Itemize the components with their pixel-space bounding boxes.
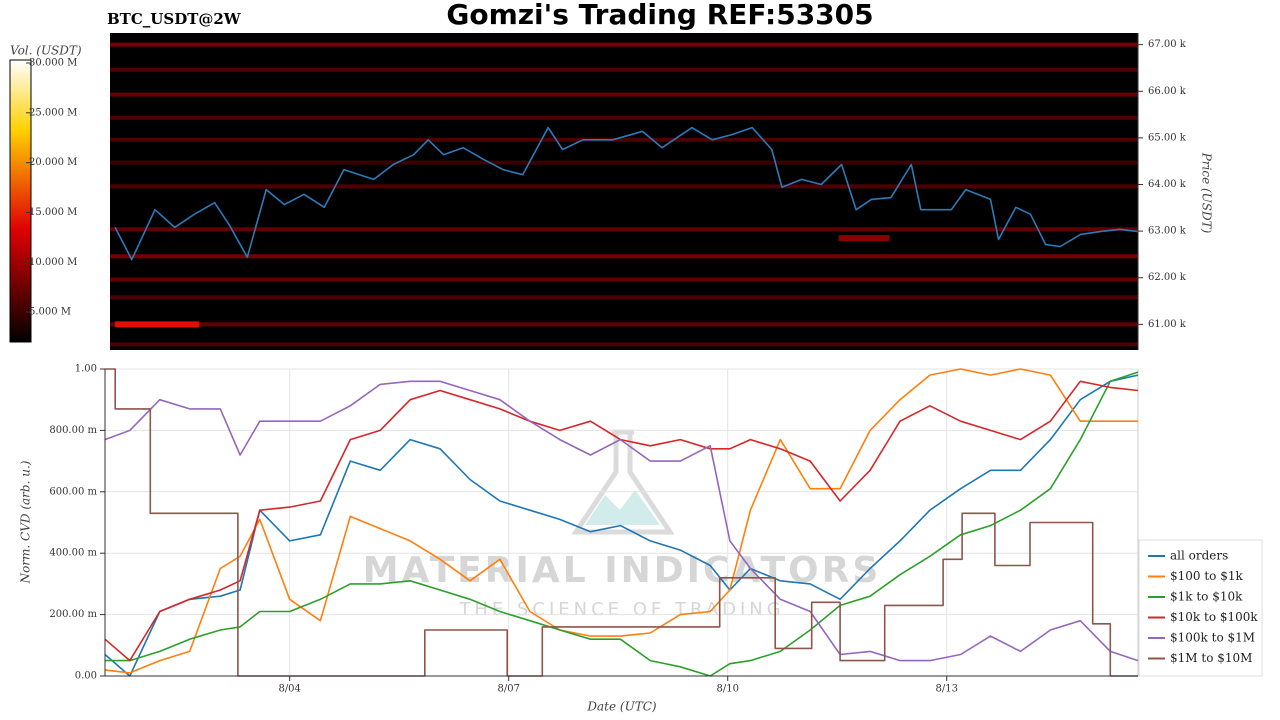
x-tick-label: 8/13 [935,684,957,695]
y-tick-label: 61.00 k [1148,319,1187,330]
y-tick-label: 65.00 k [1148,132,1187,143]
colorbar [9,59,32,343]
cvd-lines [104,368,1139,677]
liquidity-band [110,277,1138,282]
cvd-line [104,368,1138,674]
price-axis-label: Price (USDT) [1200,152,1214,234]
liquidity-band [110,160,1138,165]
heatmap-bg [110,33,1138,350]
y-tick-label: 63.00 k [1148,226,1187,237]
y-tick-label: 200.00 m [49,609,97,620]
liquidity-band [110,254,1138,259]
y-tick-label: 400.00 m [49,548,97,559]
legend-label: $1k to $10k [1170,590,1243,604]
colorbar-tick-label: 15.000 M [29,207,77,218]
colorbar-tick-label: 10.000 M [29,257,77,268]
cvd-line [105,368,1138,677]
y-tick-label: 66.00 k [1148,86,1187,97]
legend-label: $100 to $1k [1170,569,1243,583]
y-tick-label: 62.00 k [1148,272,1187,283]
colorbar-tick-label: 30.000 M [29,57,77,68]
cvd-axis-label: Norm. CVD (arb. u.) [19,460,33,584]
liquidity-wall [838,235,890,242]
cvd-line [105,371,1139,677]
price-line [114,126,1139,261]
liquidity-band [110,67,1138,72]
liquidity-band [110,295,1138,300]
x-tick-label: 8/07 [497,684,519,695]
liquidity-band [110,137,1138,142]
watermark-subtext: THE SCIENCE OF TRADING [458,599,784,620]
colorbar-tick-label: 5.000 M [29,307,71,318]
legend-label: $10k to $100k [1170,610,1258,624]
liquidity-band [110,115,1138,120]
y-tick-label: 67.00 k [1148,39,1187,50]
subtitle: BTC_USDT@2W [107,10,242,28]
colorbar-tick-label: 20.000 M [29,157,77,168]
watermark-text: MATERIAL INDICATORS [363,550,882,591]
legend-label: all orders [1170,549,1228,563]
y-tick-label: 600.00 m [49,486,97,497]
liquidity-band [110,227,1138,232]
y-tick-label: 64.00 k [1148,179,1187,190]
liquidity-band [110,92,1138,97]
legend-label: $100k to $1M [1170,631,1255,645]
liquidity-band [110,184,1138,189]
cvd-line [104,380,1139,662]
liquidity-band [110,342,1138,347]
liquidity-band [110,42,1138,47]
colorbar-tick-label: 25.000 M [29,107,77,118]
x-tick-label: 8/10 [716,684,738,695]
liquidity-band [110,322,1138,327]
x-tick-label: 8/04 [278,684,300,695]
x-axis-label: Date (UTC) [586,700,656,714]
title: Gomzi's Trading REF:53305 [446,0,873,31]
y-tick-label: 1.00 [75,364,97,375]
colorbar-label: Vol. (USDT) [10,44,82,58]
legend-label: $1M to $10M [1170,651,1252,665]
liquidity-wall [115,321,200,328]
y-tick-label: 0.00 [75,671,97,682]
legend [1138,539,1263,677]
y-tick-label: 800.00 m [49,425,97,436]
